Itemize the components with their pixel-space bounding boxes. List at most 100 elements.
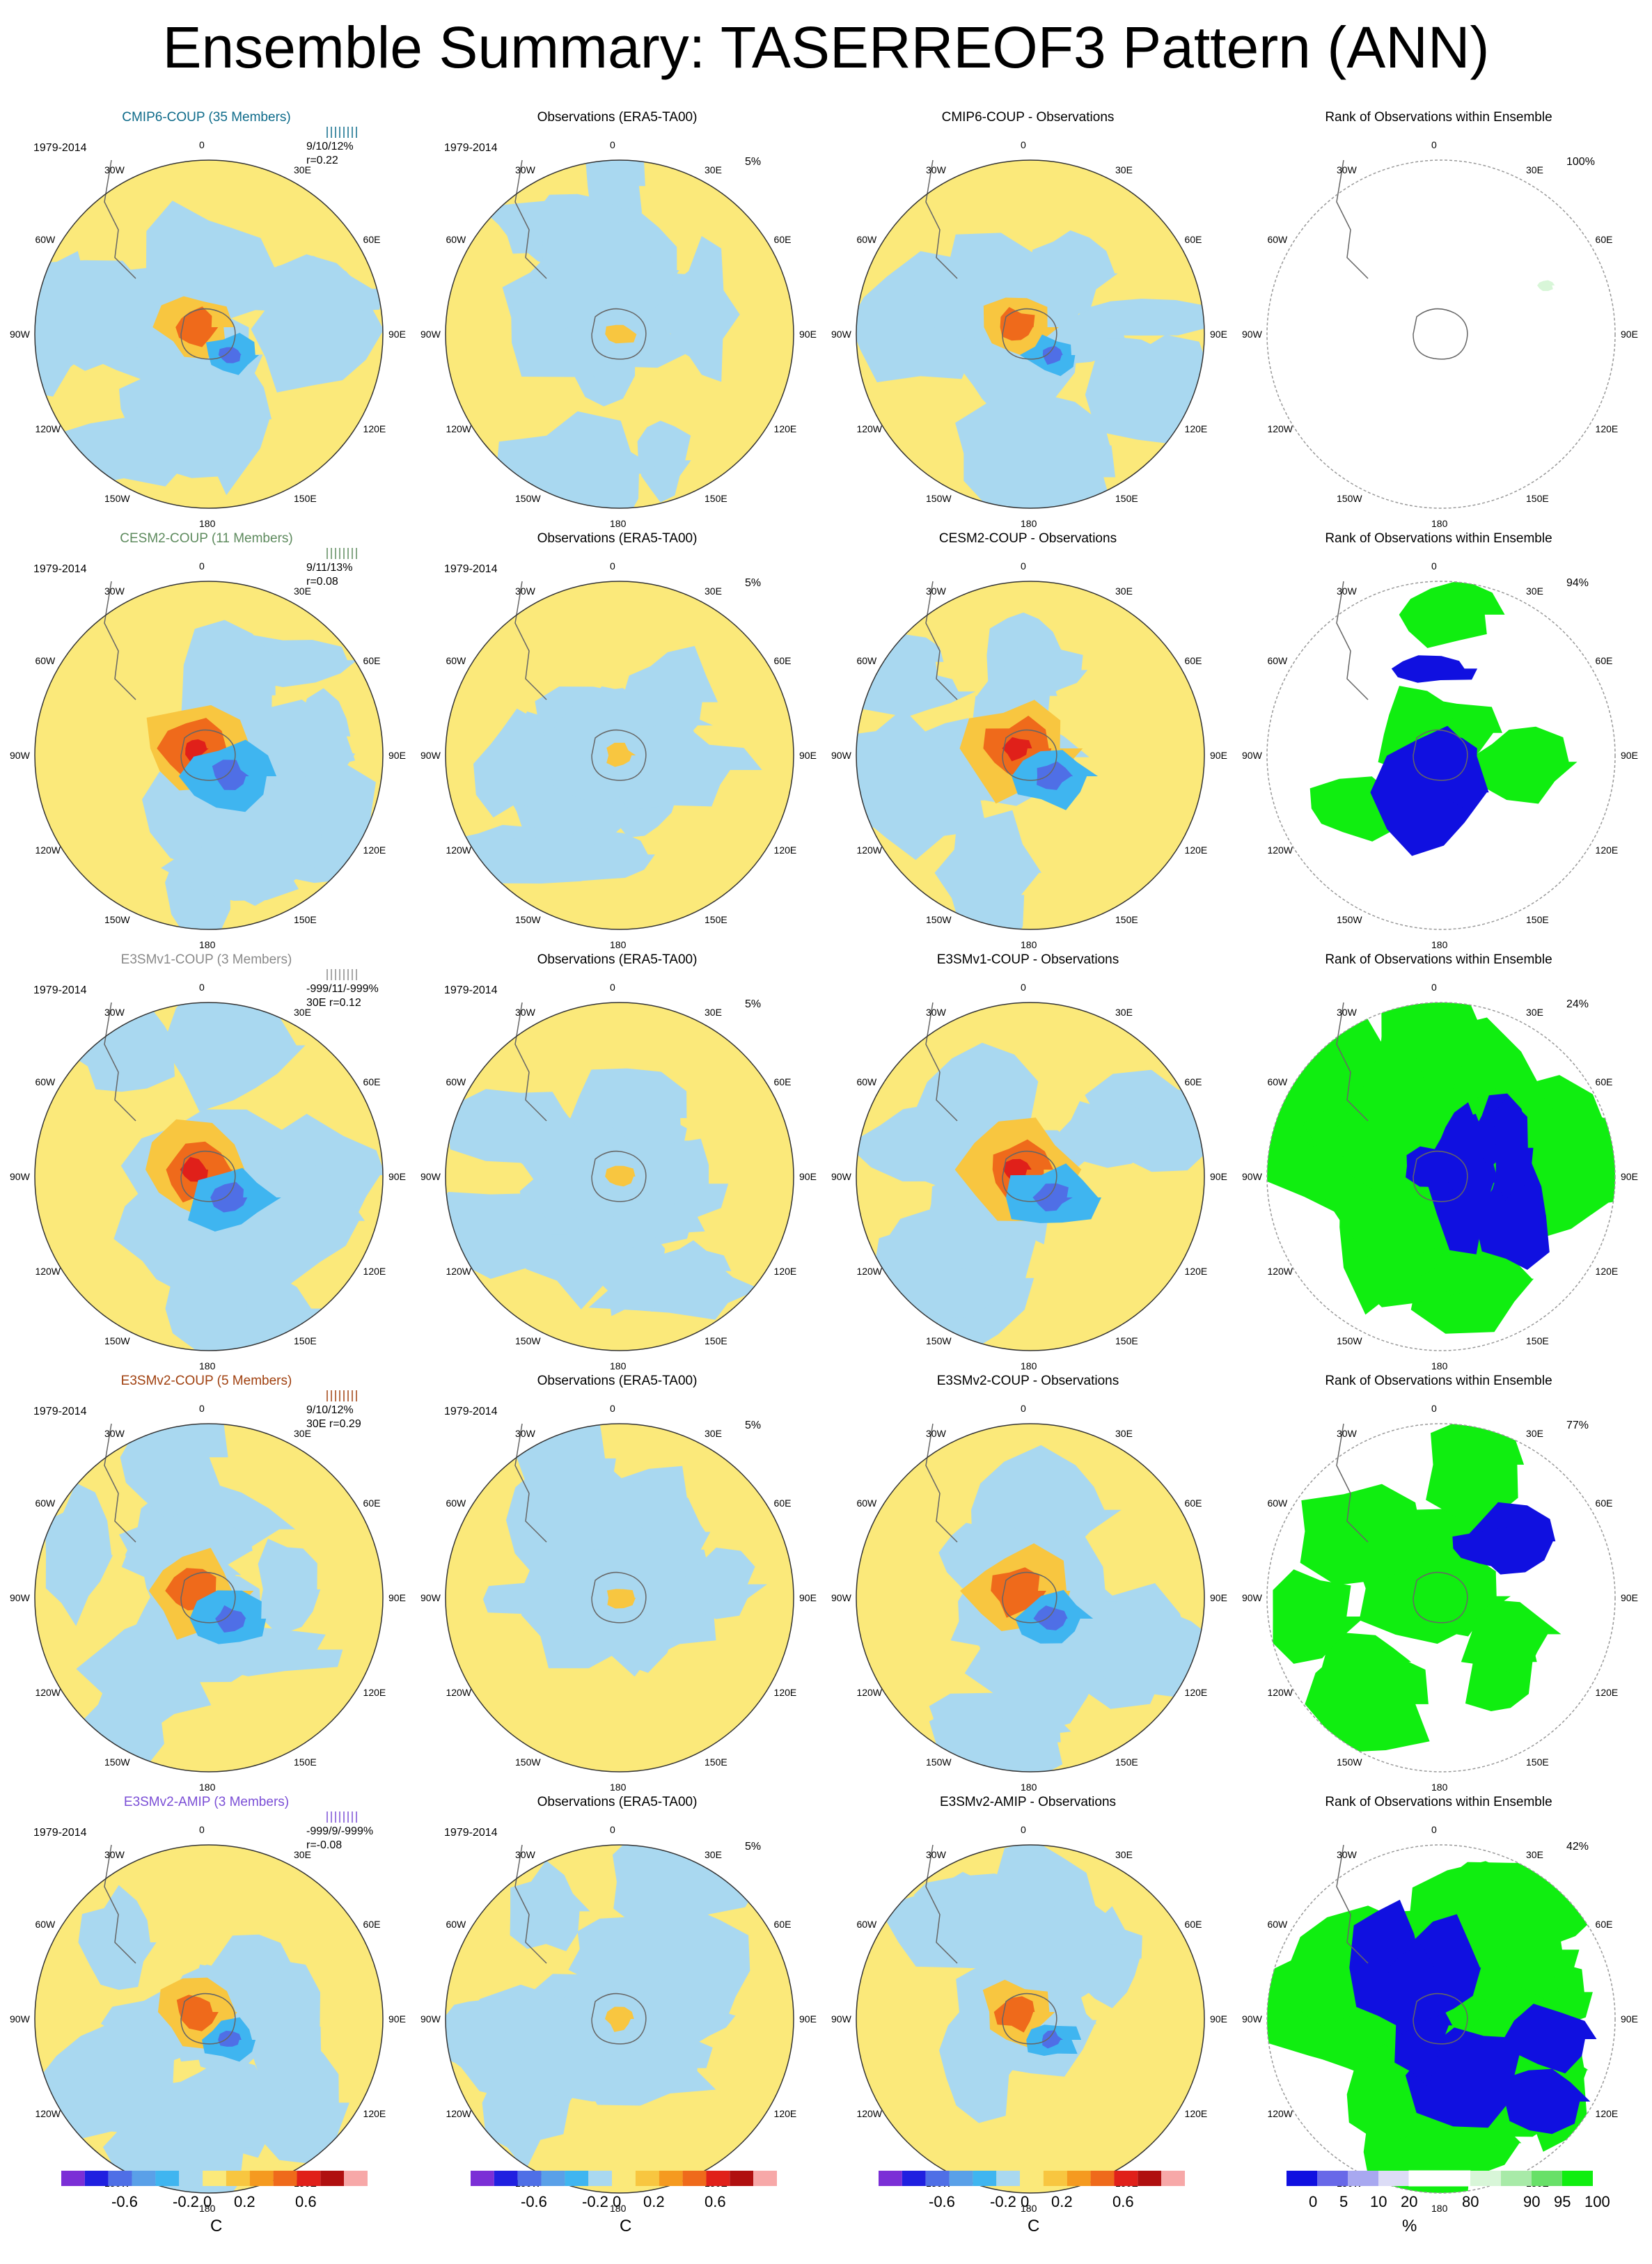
colorbar-swatch <box>344 2171 368 2186</box>
lon-label: 120W <box>446 844 472 856</box>
lon-label: 30E <box>705 1428 722 1440</box>
map-border <box>445 1844 794 2194</box>
colorbar-tick-label: 0.6 <box>1112 2193 1134 2210</box>
lon-label: 150E <box>705 1756 727 1768</box>
lon-label: 120W <box>856 1266 883 1277</box>
map-border <box>445 581 794 930</box>
lon-label: 150W <box>515 1335 541 1346</box>
lon-label: 180 <box>1021 2203 1037 2214</box>
colorbar-unit: % <box>1402 2217 1417 2235</box>
lon-label: 180 <box>199 939 216 950</box>
colorbar-swatch <box>902 2171 926 2186</box>
anomaly-region <box>637 420 691 503</box>
lon-label: 120E <box>363 1266 386 1277</box>
lon-label: 120W <box>856 844 883 856</box>
colorbar-swatch <box>155 2171 180 2186</box>
colorbar-swatch <box>273 2171 297 2186</box>
lon-label: 150E <box>294 1756 317 1768</box>
anomaly-region <box>510 1860 590 1951</box>
anomaly-region <box>913 1873 1062 1922</box>
colorbar-swatch <box>1470 2171 1501 2186</box>
lon-label: 150E <box>705 1335 727 1346</box>
diff-panel: CMIP6-COUP - Observations 0 30E 60E 90E 120E 1… <box>821 104 1234 529</box>
lon-label: 30W <box>104 164 125 176</box>
lon-label: 120W <box>1267 1687 1293 1698</box>
lon-label: 150E <box>1115 1335 1138 1346</box>
polar-map <box>445 159 794 509</box>
lon-label: 120W <box>446 1266 472 1277</box>
ensemble-stats: 9/10/12% <box>306 1404 354 1416</box>
ensemble-stats: -999/9/-999% <box>306 1825 374 1837</box>
model-panel: E3SMv2-AMIP (3 Members) 1979-2014 -999/9/-… <box>0 1789 413 2214</box>
colorbar-swatch <box>517 2171 542 2186</box>
period-label: 1979-2014 <box>33 984 87 996</box>
lon-label: 180 <box>199 2203 216 2214</box>
colorbar-swatch <box>1408 2170 1440 2187</box>
lon-label: 0 <box>199 1824 205 1835</box>
lon-label: 120E <box>1184 1687 1208 1698</box>
lon-label: 30W <box>515 1007 535 1019</box>
lon-label: 120W <box>1267 2108 1293 2119</box>
map-border <box>1266 159 1616 509</box>
colorbar-tick-label: 0 <box>1021 2193 1030 2210</box>
warm-anomaly <box>1002 737 1032 762</box>
colorbar-swatch <box>320 2171 345 2186</box>
polar-map <box>856 159 1205 509</box>
correlation-label: 30E r=0.29 <box>306 1418 361 1430</box>
lon-label: 120W <box>446 1687 472 1698</box>
anomaly-region <box>35 260 171 371</box>
rank-light-region <box>1537 280 1555 291</box>
lon-label: 30W <box>104 1849 125 1861</box>
diff-title: E3SMv1-COUP - Observations <box>936 952 1119 967</box>
obs-panel: Observations (ERA5-TA00) 1979-2014 5% 0 30E 6… <box>411 1789 824 2214</box>
cool-anomaly <box>218 2030 242 2047</box>
polar-map <box>445 581 794 930</box>
lon-label: 60W <box>856 234 877 245</box>
map-border <box>856 581 1205 930</box>
lon-label: 30W <box>1337 585 1357 597</box>
polar-map <box>34 159 384 509</box>
coastline <box>104 1423 236 1624</box>
figure-title: Ensemble Summary: TASERREOF3 Pattern (AN… <box>162 15 1490 80</box>
colorbar-swatch <box>1378 2171 1409 2186</box>
diff-panel: CESM2-COUP - Observations 0 30E 60E 90E 120E 1… <box>821 526 1234 950</box>
colorbar-tick-label: -0.6 <box>521 2193 547 2210</box>
colorbar-tick-label: 0.6 <box>705 2193 726 2210</box>
rank-green-region <box>1273 1569 1365 1664</box>
map-border <box>34 1002 384 1351</box>
colorbar-swatch <box>179 2171 203 2186</box>
lon-label: 30W <box>926 585 946 597</box>
lon-label: 180 <box>1021 1360 1037 1371</box>
lon-label: 120W <box>856 2108 883 2119</box>
lon-label: 30W <box>1337 1849 1357 1861</box>
lon-label: 120W <box>35 2108 61 2119</box>
warm-anomaly <box>606 742 636 767</box>
lon-label: 180 <box>1431 1782 1448 1793</box>
lon-label: 90W <box>10 1171 30 1182</box>
colorbar-swatch <box>108 2171 132 2186</box>
lon-label: 150W <box>104 1335 130 1346</box>
obs-title: Observations (ERA5-TA00) <box>537 110 698 125</box>
cool-anomaly <box>210 1181 248 1213</box>
anomaly-region <box>964 1616 1099 1734</box>
colorbar-unit: C <box>620 2217 632 2235</box>
lon-label: 0 <box>199 1403 205 1414</box>
lon-label: 60W <box>1267 234 1288 245</box>
colorbar-tick-label: 0 <box>203 2193 212 2210</box>
diff-panel: E3SMv1-COUP - Observations 0 30E 60E 90E 120E… <box>821 947 1234 1371</box>
polar-map <box>856 1002 1205 1351</box>
lon-label: 0 <box>610 139 615 150</box>
anomaly-region <box>518 2044 673 2102</box>
colorbar-swatch <box>61 2171 85 2186</box>
obs-percent: 5% <box>745 156 762 168</box>
lon-label: 120W <box>35 1266 61 1277</box>
model-title: E3SMv1-COUP (3 Members) <box>120 952 292 967</box>
lon-label: 30E <box>1115 1007 1133 1019</box>
lon-label: 60E <box>363 655 381 666</box>
lon-label: 120E <box>1184 423 1208 434</box>
lon-label: 60W <box>856 1497 877 1509</box>
correlation-label: 30E r=0.12 <box>306 997 361 1009</box>
lon-label: 30W <box>1337 1428 1357 1440</box>
polar-map <box>34 581 384 930</box>
lon-label: 60W <box>446 1919 466 1930</box>
